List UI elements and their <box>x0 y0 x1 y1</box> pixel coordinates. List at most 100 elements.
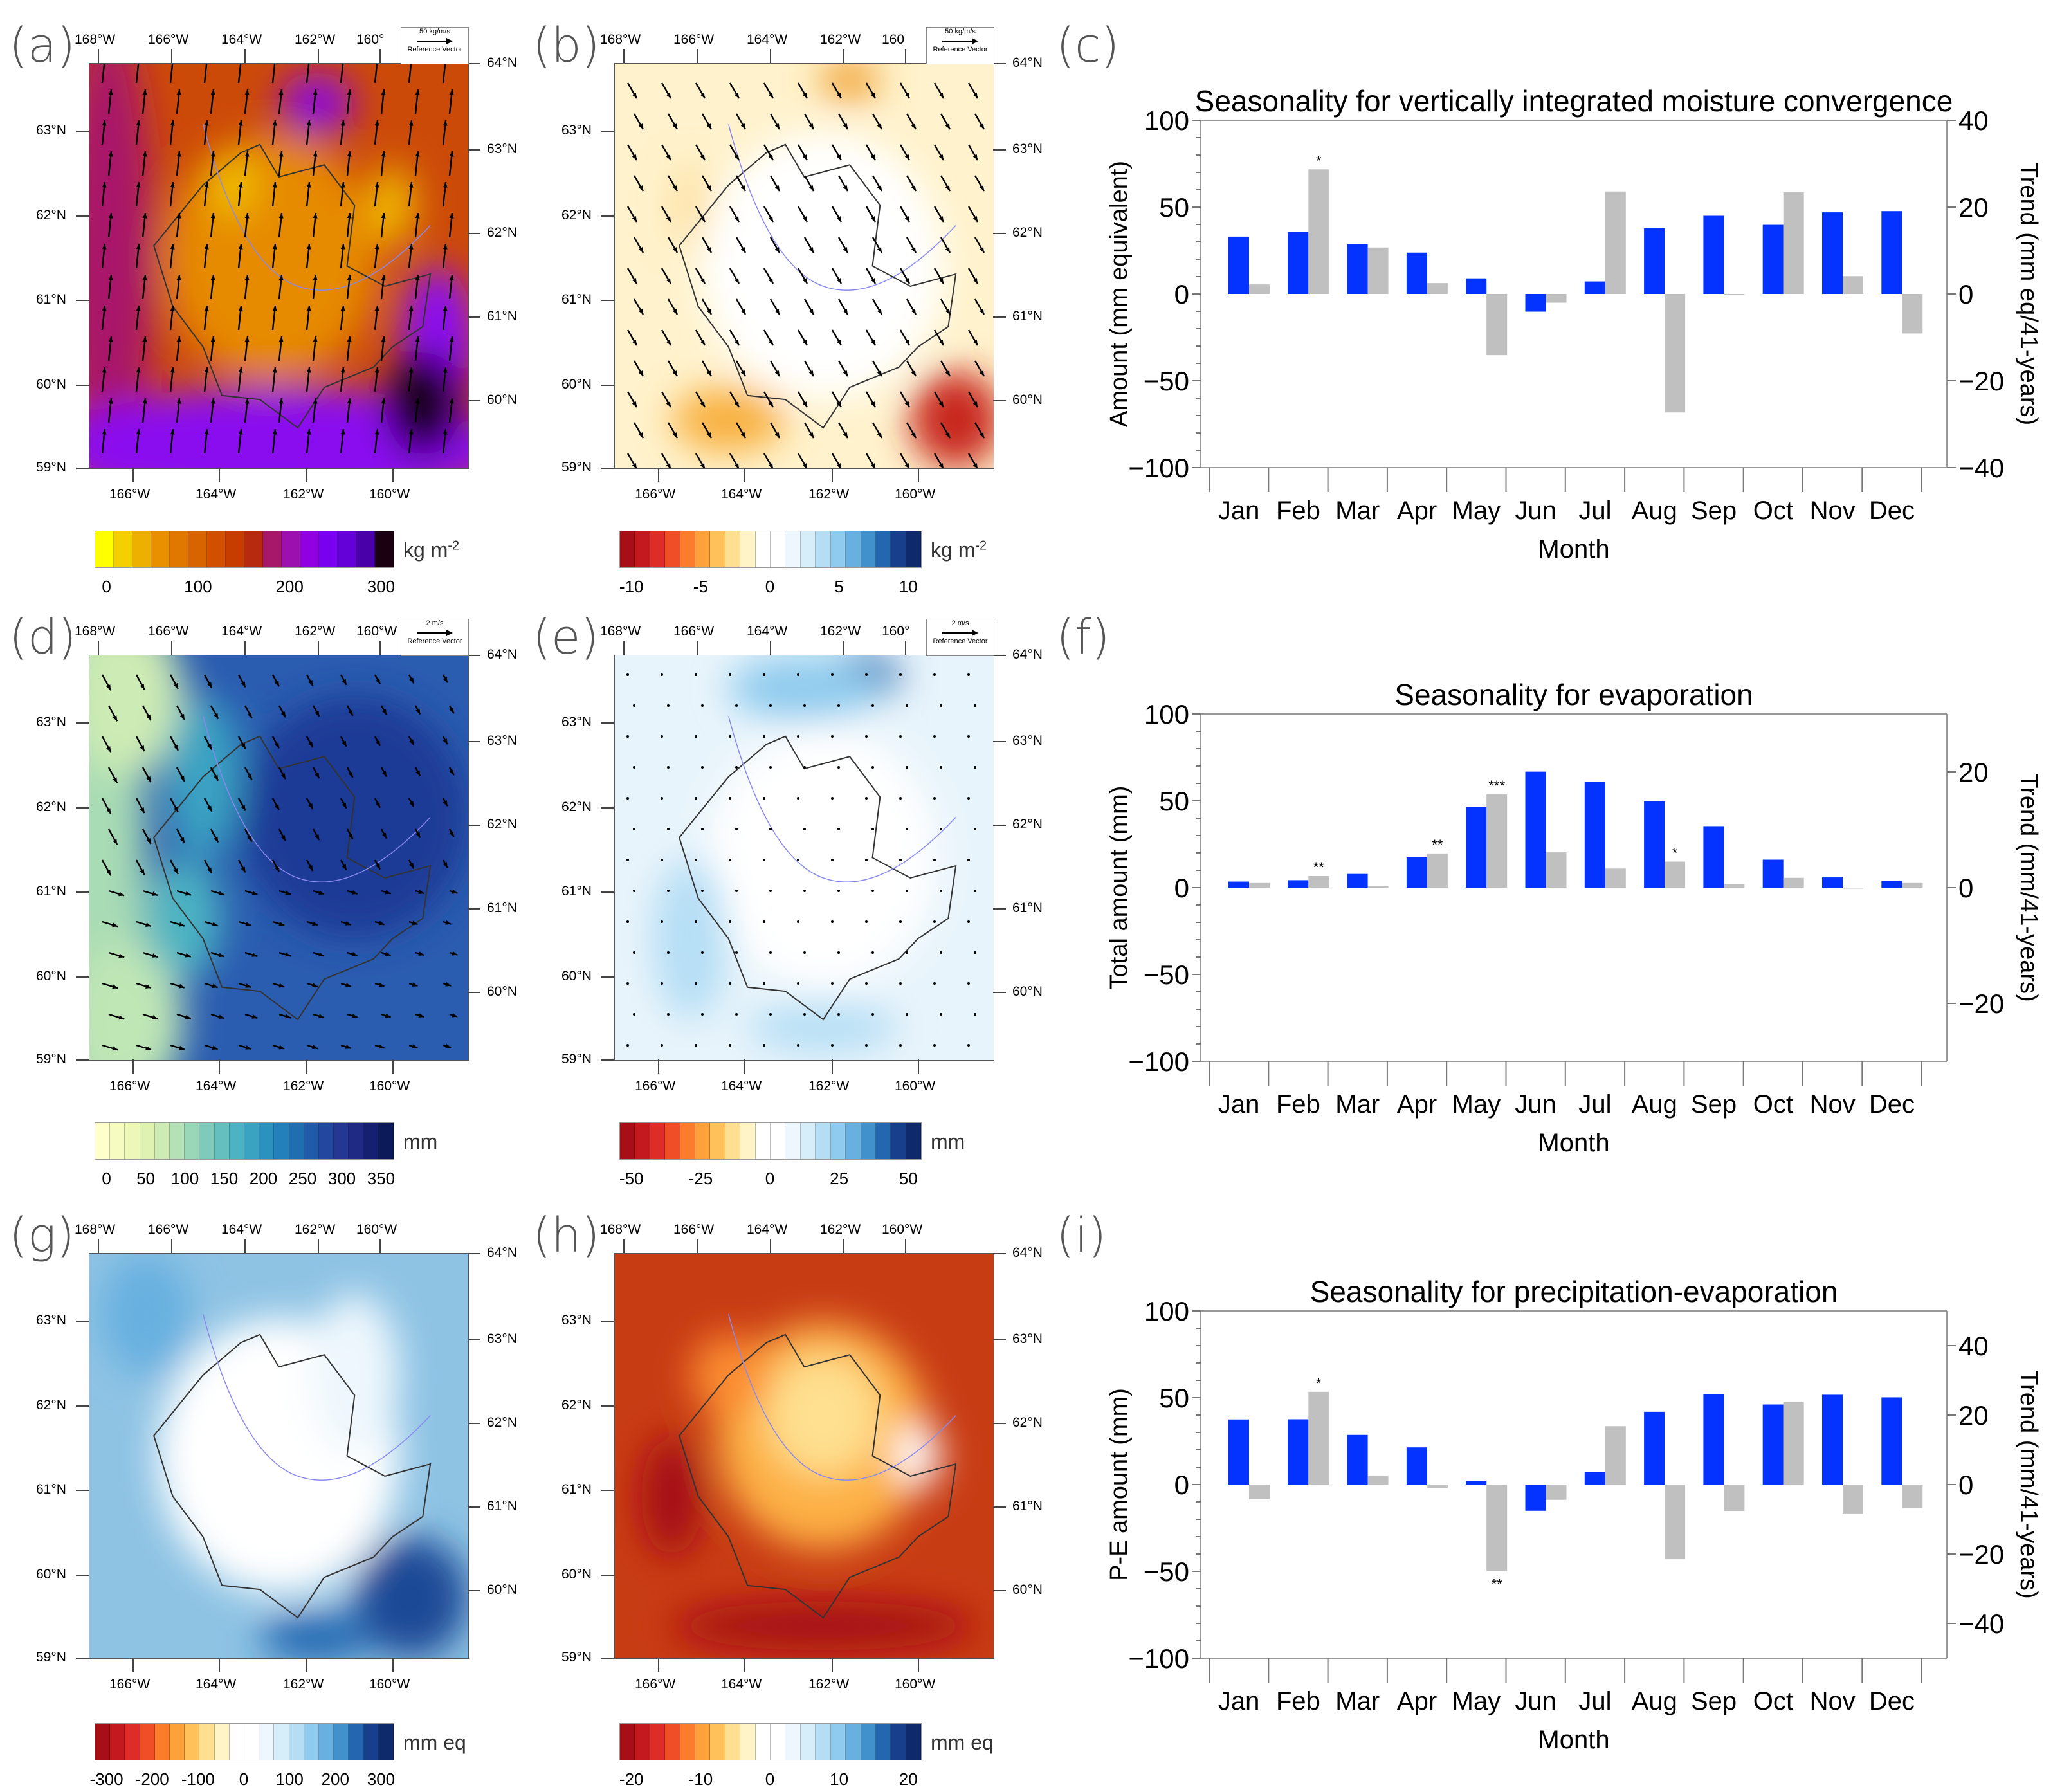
lat-tick <box>601 807 614 809</box>
colorbar-swatch <box>244 1123 260 1159</box>
lat-tick <box>468 1253 480 1254</box>
basin-outline <box>679 143 957 429</box>
colorbar-swatch <box>785 1123 801 1159</box>
lon-tick <box>770 49 771 63</box>
reference-vector-magnitude: 50 kg/m/s <box>419 28 450 35</box>
lon-label-top: 168°W <box>600 624 641 639</box>
right-tick-label: 0 <box>1958 279 1973 309</box>
colorbar-swatch <box>356 531 375 567</box>
trend-bar-jan <box>1249 882 1270 888</box>
colorbar-tick-label: 0 <box>765 1769 775 1789</box>
lat-tick <box>468 741 480 742</box>
colorbar-tick-label: 0 <box>102 577 111 596</box>
amount-bar-mar <box>1347 244 1368 294</box>
month-label: Aug <box>1632 1090 1677 1119</box>
trend-bar-apr <box>1427 283 1448 294</box>
lon-tick <box>658 1059 659 1074</box>
lon-label-top: 164°W <box>747 32 788 47</box>
month-label: Nov <box>1810 497 1856 525</box>
lon-label-top: 166°W <box>148 1222 189 1237</box>
colorbar-tick-label: 0 <box>765 1169 775 1188</box>
colorbar-swatch <box>861 1724 876 1760</box>
lat-label-right: 63°N <box>1012 142 1043 156</box>
amount-bar-aug <box>1644 801 1665 888</box>
colorbar-swatch <box>650 1724 666 1760</box>
lat-label-right: 63°N <box>1012 1331 1043 1346</box>
trend-bar-apr <box>1427 853 1448 888</box>
basin-outline <box>679 1333 957 1619</box>
right-tick-label: −40 <box>1958 453 2004 483</box>
significance-marker: ** <box>1432 837 1443 853</box>
lat-tick <box>601 1321 614 1322</box>
colorbar-swatch <box>363 1123 379 1159</box>
colorbar-unit: mm <box>931 1130 965 1153</box>
left-tick-label: 50 <box>1159 1383 1189 1413</box>
amount-bar-jul <box>1584 281 1605 294</box>
left-tick-label: 50 <box>1159 192 1189 223</box>
colorbar-swatch <box>244 1724 260 1760</box>
lat-label-right: 62°N <box>487 225 517 240</box>
lat-tick <box>993 400 1006 401</box>
panel-label-d: (d) <box>9 610 77 665</box>
lon-label-top: 168°W <box>75 32 116 47</box>
lat-label-left: 61°N <box>561 884 592 899</box>
map-e <box>614 655 994 1061</box>
colorbar-swatch <box>710 1724 725 1760</box>
lat-label-right: 60°N <box>487 392 517 407</box>
lat-label-right: 60°N <box>1012 392 1043 407</box>
significance-marker: * <box>1316 1375 1322 1391</box>
amount-bar-oct <box>1762 1404 1784 1485</box>
lat-tick <box>601 722 614 724</box>
colorbar-tick-label: 0 <box>102 1169 111 1188</box>
colorbar-swatch <box>170 531 188 567</box>
colorbar-swatch <box>140 1123 155 1159</box>
left-tick-label: 100 <box>1144 699 1189 729</box>
lat-label-left: 61°N <box>36 884 66 899</box>
colorbar-tick-label: 200 <box>321 1769 349 1789</box>
trend-bar-jul <box>1605 191 1626 294</box>
lon-label-top: 166°W <box>673 32 715 47</box>
lon-tick <box>918 1059 919 1074</box>
colorbar-swatch <box>800 531 816 567</box>
colorbar-unit: mm <box>403 1130 438 1153</box>
colorbar-swatch <box>725 531 741 567</box>
lat-label-right: 61°N <box>1012 901 1043 915</box>
colorbar-tick-label: 100 <box>184 577 212 596</box>
lon-label-bottom: 162°W <box>283 487 324 502</box>
trend-bar-sep <box>1724 884 1745 888</box>
right-tick-label: 0 <box>1958 1470 1973 1500</box>
lat-label-left: 61°N <box>36 292 66 307</box>
river <box>202 124 431 291</box>
lon-tick <box>832 1059 833 1074</box>
colorbar-e <box>619 1122 922 1160</box>
right-axis-label: Trend (mm/41-years) <box>2015 1370 2042 1598</box>
month-label: Dec <box>1869 497 1915 525</box>
reference-vector-magnitude: 50 kg/m/s <box>945 28 976 35</box>
colorbar-swatch <box>695 1123 711 1159</box>
lat-label-left: 59°N <box>561 460 592 475</box>
lon-tick <box>697 641 698 655</box>
map-g <box>89 1253 469 1659</box>
left-tick-label: −100 <box>1128 1047 1189 1077</box>
month-label: Apr <box>1397 497 1437 525</box>
lat-label-left: 59°N <box>36 1650 66 1665</box>
trend-bar-sep <box>1724 1485 1745 1512</box>
lat-label-left: 61°N <box>561 292 592 307</box>
colorbar-tick-label: 250 <box>288 1169 317 1188</box>
reference-arrow-icon <box>417 630 453 636</box>
colorbar-unit: kg m-2 <box>403 538 460 562</box>
right-tick-label: −40 <box>1958 1609 2004 1639</box>
lon-label-top: 164°W <box>747 1222 788 1237</box>
colorbar-unit: mm eq <box>403 1731 466 1754</box>
colorbar-swatch <box>274 1123 289 1159</box>
colorbar-swatch <box>755 1724 771 1760</box>
lon-tick <box>98 641 99 655</box>
lon-label-bottom: 160°W <box>895 1079 936 1093</box>
colorbar-swatch <box>891 1123 906 1159</box>
right-tick-label: 20 <box>1958 757 1989 787</box>
lon-tick <box>306 1059 307 1074</box>
trend-bar-mar <box>1367 1476 1389 1485</box>
lat-label-left: 59°N <box>36 1052 66 1066</box>
lon-label-bottom: 162°W <box>283 1677 324 1692</box>
colorbar-swatch <box>875 1724 891 1760</box>
